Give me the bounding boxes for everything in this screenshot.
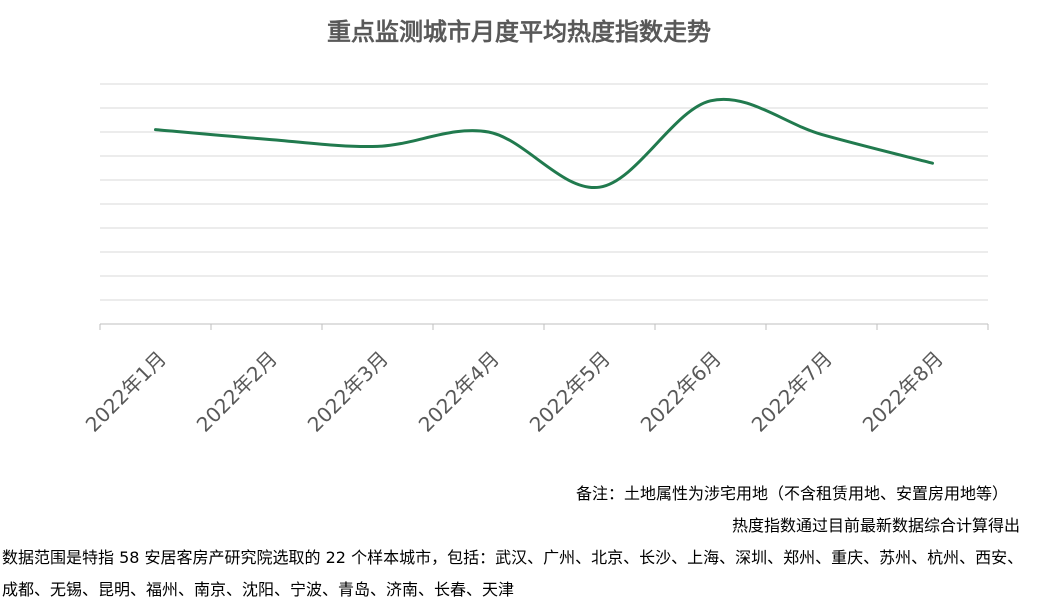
x-tick-label: 2022年5月 [525,346,615,436]
x-tick-label: 2022年3月 [303,346,393,436]
x-tick-label: 2022年6月 [636,346,726,436]
chart-title: 重点监测城市月度平均热度指数走势 [327,18,711,46]
chart: 重点监测城市月度平均热度指数走势 2022年1月 2022年2月 2022年3月 20… [81,18,989,437]
note: 数据范围是特指 58 安居客房产研究院选取的 22 个样本城市，包括：武汉、广州… [2,548,1024,599]
x-tick-label: 2022年7月 [747,346,837,436]
data-line [154,97,934,189]
x-tick-label: 2022年2月 [192,346,282,436]
note: 热度指数通过目前最新数据综合计算得出 [731,516,1020,535]
x-tick-label: 2022年4月 [414,346,504,436]
x-tick-label: 2022年1月 [81,346,171,436]
note: 备注：土地属性为涉宅用地（不含租赁用地、安置房用地等） [575,484,1008,503]
x-tick-label: 2022年8月 [858,346,948,436]
